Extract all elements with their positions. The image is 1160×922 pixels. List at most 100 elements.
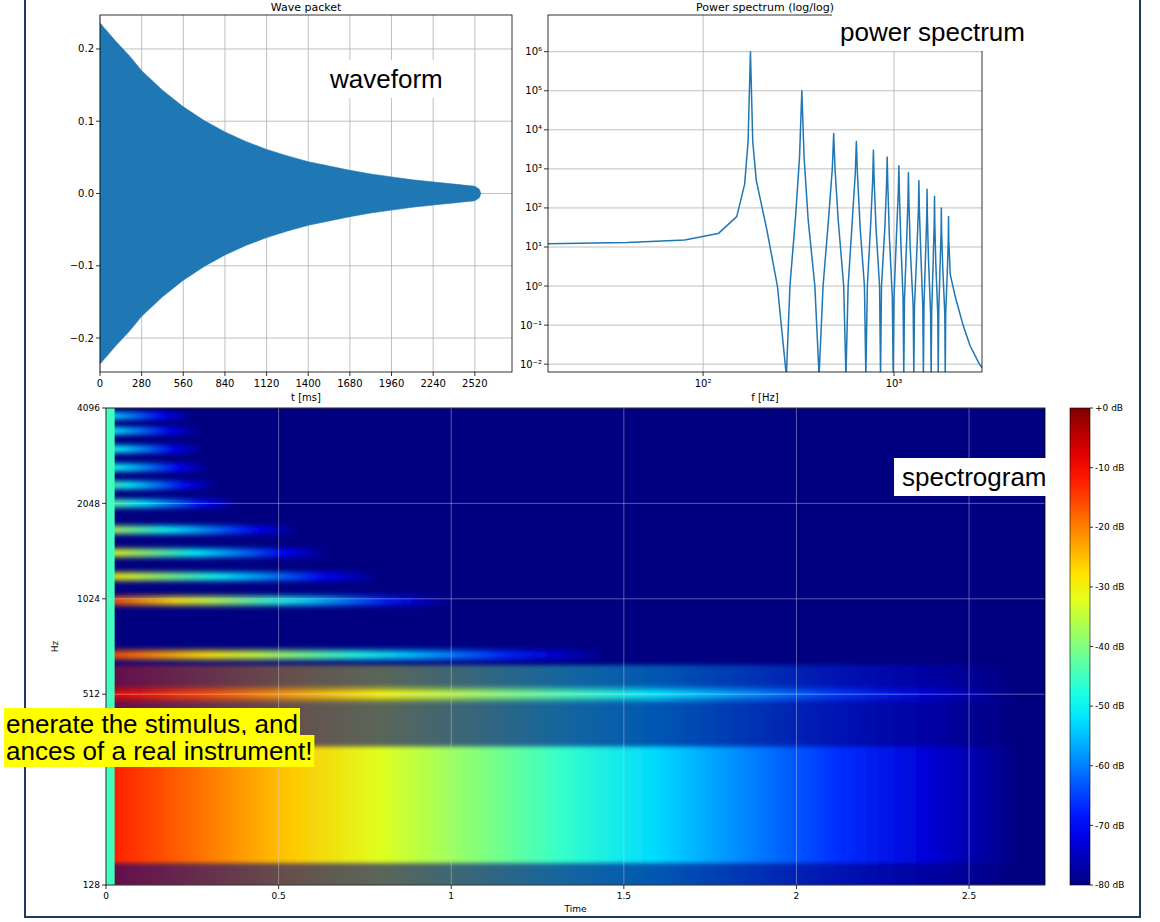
tick-label: 2 (794, 891, 800, 901)
band-halo (106, 426, 199, 436)
tick-label: 1120 (254, 378, 279, 389)
harmonic-band (106, 465, 210, 470)
band-halo (106, 648, 607, 662)
tick-mark (544, 51, 548, 52)
axes: 10²10³10⁻²10⁻¹10⁰10¹10²10³10⁴10⁵10⁶Power… (520, 1, 982, 403)
callout-text: enerate the stimulus, and (6, 709, 298, 739)
tick-mark (183, 372, 184, 376)
colorbar-label: -70 dB (1095, 821, 1124, 831)
tick-mark (102, 408, 106, 409)
plot-background (548, 15, 982, 372)
tick-mark (102, 694, 106, 695)
tick-mark (141, 372, 142, 376)
tick-label: 4096 (77, 403, 100, 413)
harmonic-band (106, 574, 379, 579)
panel-label-box (321, 60, 451, 98)
colorbar-label: -50 dB (1095, 701, 1124, 711)
tick-mark (96, 121, 100, 122)
tick-label: 10³ (886, 378, 903, 389)
tick-mark (474, 372, 475, 376)
tick-label: 0.0 (78, 188, 94, 199)
marks (100, 23, 481, 364)
tick-label: 0.1 (78, 116, 94, 127)
tick-mark (278, 885, 279, 889)
tick-mark (544, 90, 548, 91)
grid-line (548, 207, 982, 208)
grid-line (100, 338, 512, 339)
colorbar-label: -30 dB (1095, 582, 1124, 592)
grid-line (796, 408, 797, 885)
spectrum-line (548, 52, 982, 372)
tick-mark (969, 885, 970, 889)
grid-line (548, 364, 982, 365)
grid-line (623, 408, 624, 885)
tick-mark (544, 207, 548, 208)
band-halo (106, 462, 210, 473)
band-halo (106, 411, 192, 421)
axis-title: f [Hz] (751, 392, 778, 403)
grid-line (451, 408, 452, 885)
tick-label: 1680 (337, 378, 362, 389)
band-halo (106, 479, 216, 490)
band-halo (106, 570, 379, 582)
tick-mark (433, 372, 434, 376)
tick-label: 10² (525, 202, 542, 213)
chart-title: Power spectrum (log/log) (696, 1, 834, 14)
tick-label: 2048 (77, 499, 100, 509)
tick-label: 10⁵ (525, 85, 542, 96)
plot-background (100, 15, 512, 372)
waveform-envelope (100, 194, 481, 365)
colorbar-tick (1090, 408, 1093, 409)
tick-label: 10⁴ (525, 124, 542, 135)
panel-label: power spectrum (832, 13, 1033, 51)
tick-mark (102, 503, 106, 504)
tick-label: 10¹ (525, 241, 542, 252)
tick-mark (894, 372, 895, 376)
tick-label: −0.2 (70, 333, 94, 344)
tick-mark (544, 286, 548, 287)
colorbar-label: -80 dB (1095, 880, 1124, 890)
tick-label: 1960 (379, 378, 404, 389)
tick-label: 0.5 (271, 891, 285, 901)
band-halo (106, 444, 203, 455)
grid-line (703, 15, 704, 372)
tick-mark (544, 129, 548, 130)
panel-label: waveform (321, 60, 451, 98)
chart-title: Wave packet (271, 1, 342, 14)
tick-label: −0.1 (70, 260, 94, 271)
tick-mark (623, 885, 624, 889)
harmonic-band (106, 550, 330, 555)
colorbar: +0 dB-10 dB-20 dB-30 dB-40 dB-50 dB-60 d… (1070, 403, 1124, 890)
colorbar-tick (1090, 765, 1093, 766)
colorbar-tick (1090, 825, 1093, 826)
tick-mark (391, 372, 392, 376)
tick-label: 560 (174, 378, 193, 389)
grid-line (548, 168, 982, 169)
grid-line (106, 503, 1045, 504)
panel-label-text: waveform (329, 64, 443, 94)
tick-mark (96, 193, 100, 194)
tick-mark (96, 48, 100, 49)
colorbar-label: -20 dB (1095, 522, 1124, 532)
tick-mark (544, 364, 548, 365)
plot-frame (548, 15, 982, 372)
colorbar-tick (1090, 885, 1093, 886)
panel-label-box (894, 458, 1055, 496)
tick-label: 512 (83, 689, 100, 699)
tick-mark (102, 885, 106, 886)
band-halo (106, 547, 330, 559)
harmonic-band (106, 483, 216, 488)
callout-box (4, 735, 314, 767)
grid-line (548, 90, 982, 91)
axis-title: Hz (50, 640, 60, 652)
slide: 0280560840112014001680196022402520−0.2−0… (0, 0, 1160, 922)
grid-line (106, 694, 1045, 695)
tick-mark (106, 885, 107, 889)
tick-label: 128 (83, 880, 100, 890)
grid-line (548, 129, 982, 130)
tick-label: 840 (215, 378, 234, 389)
colorbar-label: -60 dB (1095, 761, 1124, 771)
tick-mark (349, 372, 350, 376)
band-halo (106, 524, 299, 536)
grid-line (278, 408, 279, 885)
